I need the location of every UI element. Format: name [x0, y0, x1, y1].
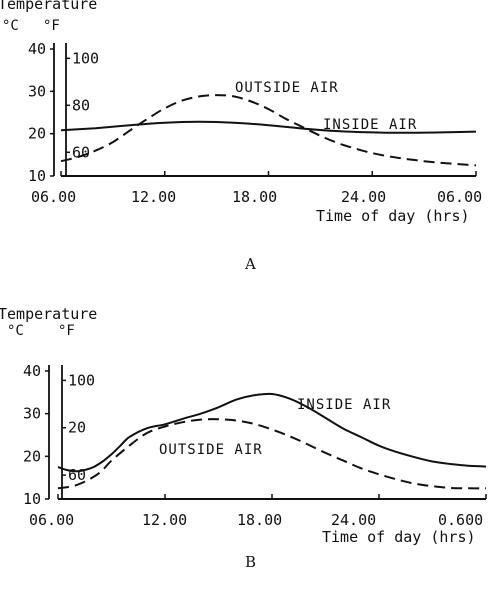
series-label-inside-air-a: INSIDE AIR: [323, 117, 417, 133]
x-tick-label-a: 24.00: [341, 188, 386, 206]
y-unit-celsius-a: °C: [2, 18, 19, 34]
y-tick-label-celsius-b: 20: [23, 447, 41, 465]
x-tick-label-b: 12.00: [142, 511, 187, 529]
y-unit-fahrenheit-b: °F: [58, 323, 75, 339]
y-tick-label-celsius-a: 10: [28, 167, 46, 185]
y-tick-label-celsius-a: 20: [28, 125, 46, 143]
series-label-outside-air-a: OUTSIDE AIR: [235, 80, 339, 96]
x-axis-title-a: Time of day (hrs): [316, 207, 470, 225]
series-label-outside-air-b: OUTSIDE AIR: [159, 442, 263, 458]
y-tick-label-fahrenheit-a: 80: [72, 96, 90, 114]
x-tick-label-a: 06.00: [31, 188, 76, 206]
y-tick-label-celsius-b: 10: [23, 490, 41, 508]
inside-air-curve-b: [57, 392, 487, 473]
inside-air-curve-a: [60, 120, 477, 134]
x-tick-label-b: 0.600: [438, 511, 483, 529]
chart-panel-a: 06.00 12.00 18.00 24.00 06.00 40 30 20 10 100 80 60…: [0, 0, 482, 273]
y-unit-fahrenheit-a: °F: [43, 18, 60, 34]
y-tick-label-celsius-a: 30: [28, 82, 46, 100]
x-tick-label-a: 06.00: [437, 188, 482, 206]
y-tick-label-fahrenheit-b: 20: [68, 419, 86, 437]
y-tick-label-celsius-b: 30: [23, 405, 41, 423]
panel-label-b: B: [245, 553, 256, 571]
y-unit-celsius-b: °C: [7, 323, 24, 339]
y-tick-label-fahrenheit-b: 100: [68, 371, 95, 389]
x-tick-label-b: 18.00: [237, 511, 282, 529]
x-tick-label-a: 18.00: [232, 188, 277, 206]
x-tick-label-b: 24.00: [331, 511, 376, 529]
y-tick-label-fahrenheit-a: 100: [72, 49, 99, 67]
x-tick-label-b: 06.00: [29, 511, 74, 529]
y-axis-title-a: Temperature: [0, 0, 97, 13]
panel-label-a: A: [244, 255, 256, 273]
outside-air-curve-b: [57, 418, 487, 490]
y-tick-label-celsius-b: 40: [23, 362, 41, 380]
x-axis-title-b: Time of day (hrs): [322, 528, 476, 546]
chart-panel-b: 06.00 12.00 18.00 24.00 0.600403020101002060…: [0, 305, 487, 571]
series-label-inside-air-b: INSIDE AIR: [297, 397, 391, 413]
y-tick-label-fahrenheit-a: 60: [72, 143, 90, 161]
y-tick-label-celsius-a: 40: [28, 40, 46, 58]
outside-air-curve-a: [60, 94, 477, 167]
y-axis-title-b: Temperature: [0, 305, 97, 323]
x-tick-label-a: 12.00: [131, 188, 176, 206]
